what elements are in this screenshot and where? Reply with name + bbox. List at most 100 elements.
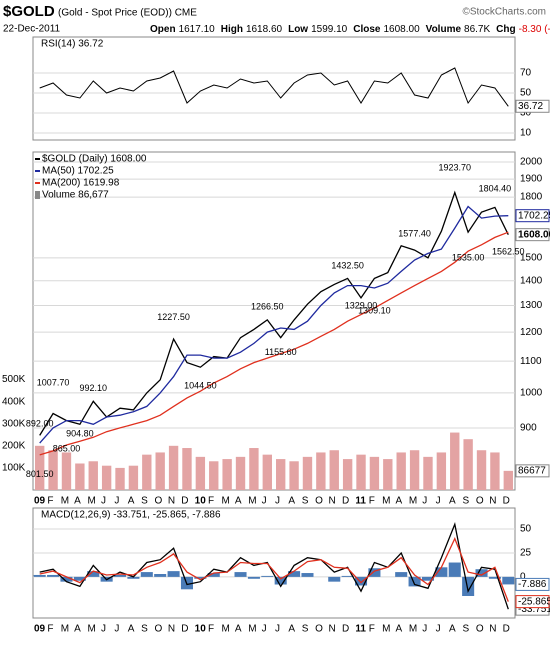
x-tick-label: D (342, 496, 349, 507)
histogram-bar (408, 576, 421, 587)
histogram-bar (301, 573, 314, 577)
volume-bar (168, 445, 179, 490)
y-tick-label: 1000 (520, 387, 543, 398)
series-line (39, 67, 509, 107)
x-tick-label: 11 (355, 624, 366, 635)
y-tick-label: 1800 (520, 192, 543, 203)
histogram-bar (462, 576, 475, 596)
histogram-bar (395, 572, 408, 577)
histogram-bar (87, 571, 100, 577)
y-tick-label: 1400 (520, 275, 543, 286)
x-tick-label: J (262, 496, 267, 507)
x-tick-label: M (409, 624, 417, 635)
x-tick-label: A (74, 624, 81, 635)
x-tick-label: A (235, 624, 242, 635)
legend-title: MACD(12,26,9) -33.751, -25.865, -7.886 (41, 510, 221, 521)
annotation: 1155.60 (265, 347, 297, 357)
volume-bar (128, 465, 139, 490)
histogram-bar (207, 573, 220, 577)
value-box (515, 228, 550, 242)
histogram-bar (33, 574, 46, 577)
y-tick-label: 25 (520, 548, 532, 559)
x-tick-label: 10 (195, 624, 207, 635)
volume-bar (195, 456, 206, 490)
x-tick-label: J (436, 496, 441, 507)
histogram-bar (274, 576, 287, 585)
annotation: 1227.50 (157, 312, 190, 322)
symbol: $GOLD (3, 3, 55, 20)
x-tick-label: N (489, 624, 496, 635)
volume-bar (155, 452, 165, 490)
volume-bar (342, 459, 353, 490)
volume-bar (276, 459, 286, 490)
y-tick-label: 1900 (520, 174, 543, 185)
volume-bar (88, 461, 98, 490)
annotation: 992.10 (79, 383, 107, 393)
volume-bar (383, 459, 393, 490)
annotation: 801.50 (26, 469, 54, 479)
volume-bar (222, 459, 232, 490)
volume-bar (356, 454, 366, 490)
histogram-bar (194, 576, 207, 579)
legend-entry: MA(50) 1702.25 (42, 166, 114, 177)
series-line (39, 190, 509, 436)
legend-entry: Volume 86,677 (42, 190, 109, 201)
annotation: 865.00 (53, 444, 81, 454)
y-tick-label: 0 (520, 572, 526, 583)
value-box-label: -7.886 (518, 579, 547, 590)
histogram-bar (140, 572, 153, 577)
x-tick-label: A (235, 496, 242, 507)
x-tick-label: M (409, 496, 417, 507)
volume-bar (35, 445, 45, 490)
quote-name: Open (150, 24, 176, 35)
y-tick-label: 50 (520, 88, 532, 99)
histogram-bar (448, 562, 461, 577)
y-tick-label: 1300 (520, 300, 543, 311)
y-tick-label: 30 (520, 108, 532, 119)
y-tick-label: 70 (520, 68, 532, 79)
x-tick-label: O (155, 496, 163, 507)
x-tick-label: A (396, 496, 403, 507)
x-tick-label: O (315, 496, 323, 507)
x-tick-label: F (47, 624, 53, 635)
histogram-bar (435, 567, 448, 577)
volume-bar (329, 450, 339, 490)
x-tick-label: A (288, 496, 295, 507)
value-box (515, 209, 550, 223)
x-tick-label: A (74, 496, 81, 507)
histogram-bar (502, 576, 515, 585)
x-tick-label: 09 (34, 496, 46, 507)
annotation: 1562.50 (492, 247, 525, 257)
description: (Gold - Spot Price (EOD)) CME (58, 8, 197, 19)
x-tick-label: N (168, 496, 175, 507)
series-line (39, 205, 509, 444)
value-box (515, 577, 550, 591)
volume-bar (463, 439, 473, 490)
x-tick-label: F (208, 496, 214, 507)
x-tick-label: F (47, 496, 53, 507)
volume-bar (289, 461, 299, 490)
volume-bar (316, 452, 326, 490)
histogram-bar (167, 571, 180, 577)
annotation: 1309.10 (358, 306, 391, 316)
histogram-bar (234, 572, 247, 577)
histogram-bar (341, 575, 354, 577)
value-box (515, 99, 550, 113)
volume-bar (209, 461, 219, 490)
legend-entry: MA(200) 1619.98 (42, 178, 120, 189)
x-tick-label: J (101, 624, 106, 635)
histogram-bar (114, 574, 127, 577)
x-tick-label: O (476, 624, 484, 635)
x-tick-label: F (208, 624, 214, 635)
y-tick-label: 900 (520, 423, 537, 434)
date: 22-Dec-2011 (3, 24, 61, 35)
volume-bar (490, 452, 500, 490)
x-tick-label: A (128, 496, 135, 507)
quote-value: -8.30 (-0.51%) (519, 24, 550, 35)
volume-bar (182, 448, 192, 490)
volume-bar (450, 432, 460, 490)
y-tick-label: 50 (520, 524, 532, 535)
histogram-bar (368, 568, 381, 577)
annotation: 1266.50 (251, 302, 284, 312)
